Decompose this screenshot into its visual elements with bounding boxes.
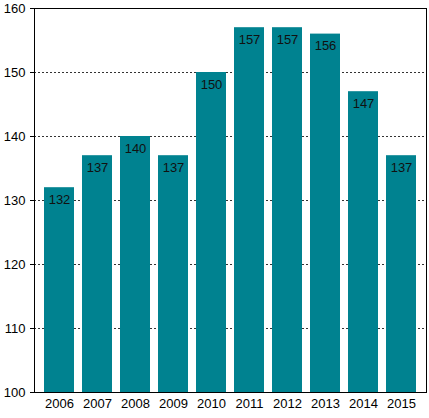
svg-text:137: 137	[163, 160, 185, 175]
svg-text:150: 150	[201, 77, 223, 92]
svg-text:2014: 2014	[349, 396, 378, 411]
svg-text:140: 140	[4, 129, 26, 144]
svg-text:137: 137	[87, 160, 109, 175]
svg-text:140: 140	[125, 141, 147, 156]
svg-text:120: 120	[4, 257, 26, 272]
svg-text:2009: 2009	[159, 396, 188, 411]
svg-text:110: 110	[5, 321, 26, 336]
svg-text:2007: 2007	[83, 396, 112, 411]
svg-text:147: 147	[353, 96, 375, 111]
svg-text:157: 157	[239, 32, 261, 47]
svg-text:132: 132	[49, 192, 71, 207]
svg-text:2012: 2012	[273, 396, 302, 411]
svg-text:2011: 2011	[236, 396, 264, 411]
svg-text:160: 160	[4, 1, 26, 16]
svg-text:2013: 2013	[311, 396, 340, 411]
svg-text:100: 100	[4, 385, 26, 400]
svg-text:2008: 2008	[121, 396, 150, 411]
svg-text:2006: 2006	[45, 396, 74, 411]
svg-text:156: 156	[315, 38, 337, 53]
svg-text:130: 130	[4, 193, 26, 208]
svg-text:2015: 2015	[387, 396, 416, 411]
svg-text:137: 137	[391, 160, 413, 175]
svg-text:150: 150	[4, 65, 26, 80]
svg-text:2010: 2010	[197, 396, 226, 411]
svg-text:157: 157	[277, 32, 299, 47]
